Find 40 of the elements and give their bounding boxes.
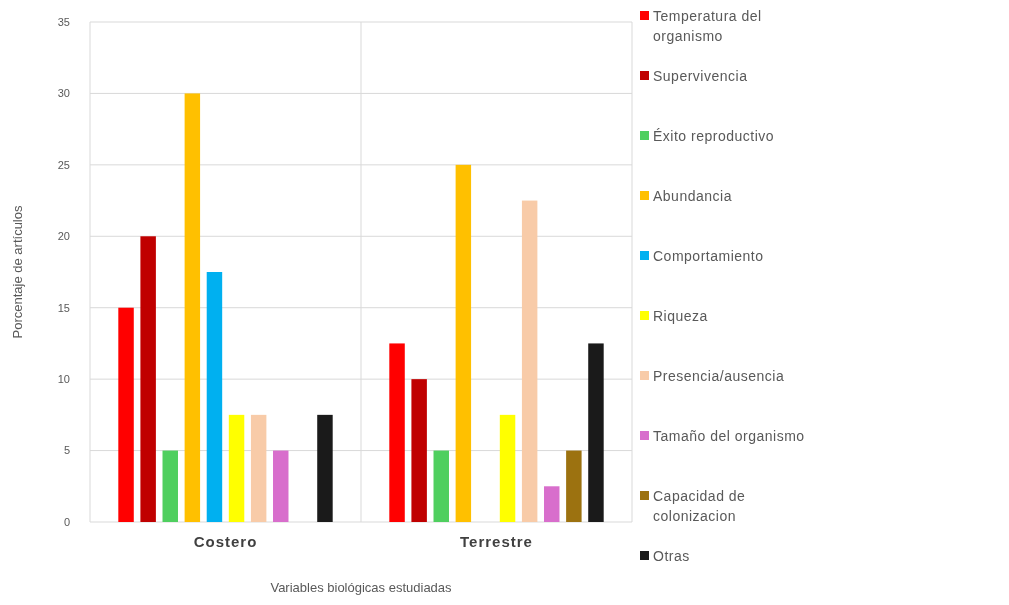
legend-label: Abundancia [653, 187, 732, 204]
y-tick-label: 35 [57, 15, 70, 28]
legend-label: Otras [653, 547, 690, 564]
legend-label: Presencia/ausencia [653, 367, 785, 384]
bar [433, 450, 449, 522]
bar [317, 414, 333, 522]
bar [184, 93, 201, 522]
x-axis-title: Variables biológicas estudiadas [270, 580, 453, 595]
x-tick-label: Costero [193, 533, 258, 551]
bar [588, 343, 604, 522]
legend-label: Temperatura del organismo [653, 7, 762, 45]
bar [411, 379, 427, 522]
bar [389, 343, 405, 522]
legend-label: Riqueza [653, 307, 708, 324]
bar [162, 450, 178, 522]
bar [140, 236, 156, 522]
bar [250, 414, 267, 522]
legend-label: Capacidad de colonizacion [653, 487, 746, 525]
y-tick-label: 5 [63, 444, 70, 457]
bar [228, 414, 245, 522]
y-tick-label: 15 [57, 301, 70, 314]
bar [273, 450, 289, 522]
bar [566, 450, 582, 522]
legend-label: Comportamiento [653, 247, 764, 264]
y-tick-label: 10 [57, 372, 70, 385]
bar [544, 486, 560, 522]
legend-label: Éxito reproductivo [653, 127, 775, 144]
y-tick-label: 30 [57, 87, 70, 100]
y-tick-label: 20 [57, 230, 70, 243]
bar [455, 164, 472, 522]
y-axis-title: Porcentaje de artículos [10, 205, 25, 339]
bar [206, 272, 223, 522]
bar [521, 200, 538, 522]
legend-label: Supervivencia [653, 67, 748, 84]
y-tick-label: 0 [63, 515, 70, 528]
bar [118, 307, 134, 522]
x-tick-label: Terrestre [460, 533, 533, 551]
y-tick-label: 25 [57, 158, 70, 171]
legend-label: Tamaño del organismo [653, 427, 805, 444]
bar [499, 414, 516, 522]
